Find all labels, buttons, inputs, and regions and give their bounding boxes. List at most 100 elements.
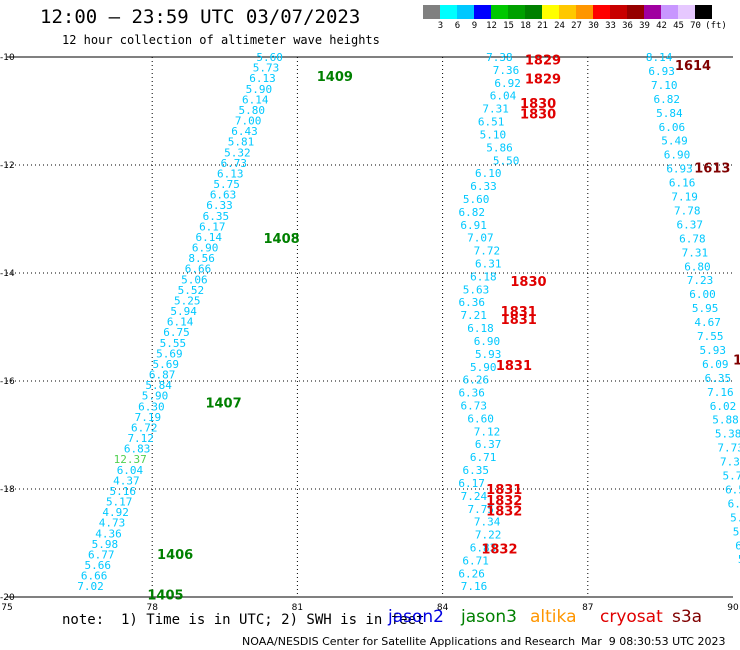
track-a-value: 5.69 [153,358,180,371]
track-a-value: 6.17 [199,220,226,233]
track-a-value: 5.80 [238,104,265,117]
track-b-value: 6.91 [460,219,487,232]
legend-label: 27 [571,21,582,31]
track-b-value: 6.26 [458,567,485,580]
track-b-value: 5.50 [493,154,519,167]
track-b-value: 6.60 [467,412,494,425]
track-a-value: 6.87 [149,369,176,382]
lat-tick-label: -18 [0,485,15,495]
time-label: 1831 [486,483,522,498]
track-a-value: 5.75 [213,178,240,191]
track-b-value: 6.04 [490,90,517,103]
time-label: 1831 [501,305,537,320]
track-a-value: 6.73 [221,157,248,170]
track-a-value: 6.04 [117,464,144,477]
track-b-value: 6.73 [461,399,488,412]
track-b-value: 6.36 [458,296,485,309]
track-a-value: 5.84 [145,379,172,392]
track-b-value: 6.92 [494,77,520,90]
track-a-value: 6.66 [185,263,212,276]
track-a-value: 5.52 [178,284,205,297]
legend-label: 30 [588,21,599,31]
track-a-value: 6.30 [138,400,165,413]
legend-satellite-cryosat: cryosat [600,607,663,627]
track-c-value: 6.06 [659,121,686,134]
track-c-value: 7.23 [687,274,714,287]
track-a-value: 7.02 [77,580,104,593]
legend-swatch [491,5,508,19]
track-b-value: 6.51 [478,116,505,129]
track-c-value: 5.7 [730,511,740,524]
track-a-value: 6.66 [81,570,108,583]
track-a-value: 5.94 [170,305,197,318]
track-b-value: 5.10 [480,128,507,141]
legend-label: 6 [454,21,461,31]
track-b-value: 6.18 [470,270,497,283]
track-a-value: 5.90 [142,390,169,403]
track-c-value: 7.38 [720,456,740,469]
legend-satellite-jason3: jason3 [461,607,517,627]
track-a-value: 6.14 [195,231,222,244]
time-label: 1408 [264,232,300,247]
footer-note: note: 1) Time is in UTC; 2) SWH is in fe… [62,612,425,628]
track-a-value: 8.56 [188,252,215,265]
time-label: 1830 [510,275,546,290]
track-a-value: 6.75 [163,326,190,339]
legend-label: 70 [690,21,701,31]
track-a-value: 5.69 [156,347,183,360]
track-c-value: 6.02 [710,400,737,413]
track-c-value: 5.88 [712,414,739,427]
lon-tick-label: 84 [437,603,449,610]
legend-swatch [627,5,644,19]
track-c-value: 7.73 [717,442,740,455]
track-b-value: 6.35 [463,464,490,477]
credit-text: NOAA/NESDIS Center for Satellite Applica… [242,635,576,648]
track-a-value: 5.90 [246,83,273,96]
track-c-value: 6.80 [684,260,711,273]
lon-tick-label: 75 [1,603,12,610]
legend-swatch [678,5,695,19]
track-c-value: 6.93 [648,65,675,78]
track-c-value: 5.38 [715,428,740,441]
track-b-value: 5.90 [470,361,497,374]
track-b-value: 6.10 [475,167,502,180]
track-b-value: 7.75 [468,503,495,516]
track-b-value: 6.90 [474,335,501,348]
time-label: 1613 [694,162,730,177]
track-b-value: 7.07 [467,232,494,245]
legend-label: 18 [520,21,531,31]
lat-tick-label: -14 [0,269,15,279]
legend-label: 15 [503,21,514,31]
track-c-value: 6.56 [725,483,740,496]
lon-tick-label: 90 [727,603,739,610]
track-a-value: 4.73 [99,517,126,530]
track-a-value: 7.00 [235,115,262,128]
track-c-value: 5.8 [733,525,740,538]
track-b-value: 5.60 [463,193,490,206]
track-b-value: 6.36 [458,387,485,400]
time-label: 1829 [525,73,561,88]
legend-unit: (ft) [705,21,727,31]
track-b-value: 7.36 [493,64,520,77]
track-c-value: 6.90 [664,149,691,162]
legend-swatch [610,5,627,19]
track-b-value: 7.34 [474,516,501,529]
legend-swatch [440,5,457,19]
legend-swatch [542,5,559,19]
track-a-value: 5.73 [253,62,280,75]
track-a-value: 5.25 [174,294,201,307]
track-a-value: 5.06 [181,273,208,286]
track-b-value: 5.93 [475,348,502,361]
legend-label: 9 [471,21,478,31]
track-b-value: 6.17 [458,477,485,490]
track-b-value: 6.82 [458,206,485,219]
legend-satellite-s3a: s3a [672,607,703,627]
track-c-value: 7.31 [682,246,709,259]
time-label: 1614 [675,59,711,74]
track-b-value: 5.86 [486,141,512,154]
track-b-value: 7.22 [475,529,502,542]
track-a-value: 6.14 [242,93,269,106]
time-label: 1409 [317,70,353,85]
track-b-value: 7.38 [486,51,513,64]
track-c-value: 8.14 [646,51,673,64]
